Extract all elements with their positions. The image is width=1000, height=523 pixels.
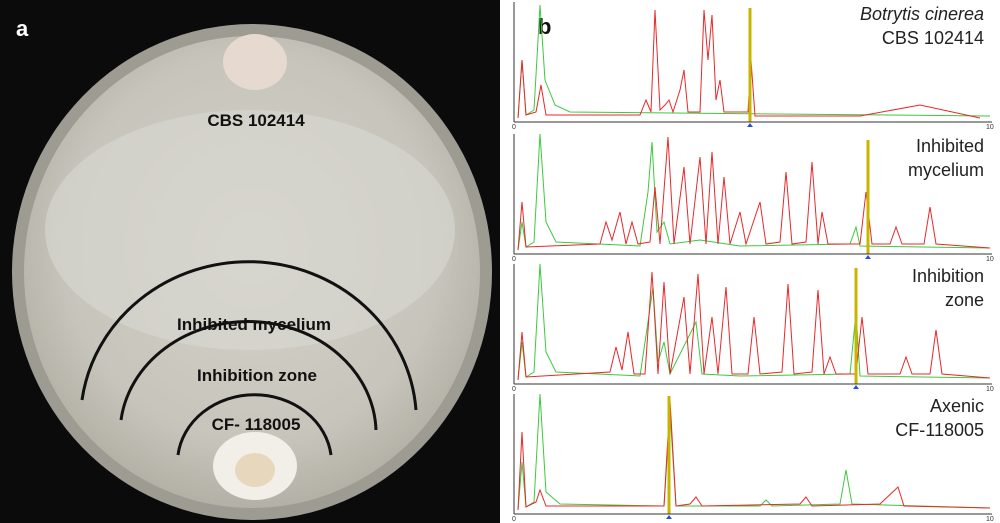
trace-red: [517, 271, 991, 381]
axis-label: 0: [512, 124, 516, 131]
trace-title: Inhibited: [916, 136, 984, 156]
chromatogram: [517, 263, 991, 384]
chromatogram: [517, 133, 991, 254]
colony-top: [223, 34, 287, 90]
chromatogram: [517, 4, 991, 122]
trace-title: mycelium: [908, 160, 984, 180]
axis-label: 0: [512, 516, 516, 523]
trace-title: CF-118005: [895, 420, 984, 440]
axis-label: 10: [986, 124, 994, 131]
panel-a: a CBS 102414 Inhibited mycelium Inhibiti…: [0, 0, 500, 523]
arc-inner: [176, 393, 333, 456]
dish-label: Inhibition zone: [197, 366, 317, 385]
panel-b: b: [517, 4, 991, 514]
axis-label: 0: [512, 256, 516, 263]
dish-label: Inhibited mycelium: [177, 315, 331, 334]
mycelium: [45, 110, 455, 350]
trace-green: [517, 393, 991, 511]
peak-marker: [666, 515, 672, 519]
chromatogram: [517, 393, 991, 514]
peak-marker: [853, 385, 859, 389]
dish-label: CF- 118005: [212, 415, 301, 434]
trace-title: CBS 102414: [882, 28, 984, 48]
dish-label: CBS 102414: [207, 111, 305, 130]
trace-title: Inhibition: [912, 266, 984, 286]
axis-label: 10: [986, 516, 994, 523]
trace-title: Botrytis cinerea: [860, 4, 984, 24]
panel-label: b: [538, 14, 551, 39]
axis-label: 10: [986, 256, 994, 263]
trace-title: zone: [945, 290, 984, 310]
peak-marker: [747, 123, 753, 127]
axis-label: 0: [512, 386, 516, 393]
peak-marker: [865, 255, 871, 259]
colony-center: [235, 453, 275, 487]
axis-label: 10: [986, 386, 994, 393]
panel-label: a: [16, 16, 29, 41]
trace-red: [517, 136, 991, 251]
trace-red: [517, 399, 991, 511]
arc-outer: [80, 260, 418, 411]
arc-middle: [119, 320, 378, 431]
trace-title: Axenic: [930, 396, 984, 416]
